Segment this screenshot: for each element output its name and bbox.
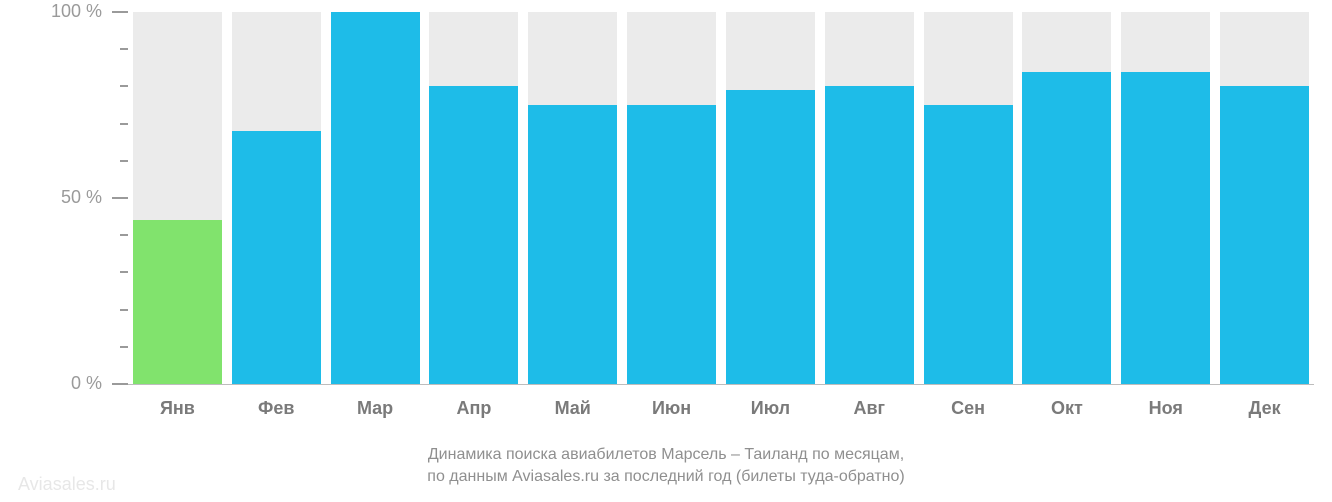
bar <box>429 86 518 384</box>
caption-line-2: по данным Aviasales.ru за последний год … <box>427 468 904 485</box>
x-axis-label: Дек <box>1220 398 1309 419</box>
y-minor-tick <box>120 234 128 236</box>
bar <box>726 90 815 384</box>
caption-line-1: Динамика поиска авиабилетов Марсель – Та… <box>428 446 904 463</box>
bar <box>1220 86 1309 384</box>
bar <box>528 105 617 384</box>
plot-area <box>128 4 1314 384</box>
monthly-search-bar-chart: 0 % 50 % 100 % Янв Фев Мар Апр Май Июн Июл Авг Сен… <box>0 0 1332 502</box>
y-minor-tick <box>120 346 128 348</box>
chart-caption: Динамика поиска авиабилетов Марсель – Та… <box>0 444 1332 487</box>
x-axis-label: Июл <box>726 398 815 419</box>
y-minor-tick <box>120 271 128 273</box>
bar <box>924 105 1013 384</box>
bar <box>627 105 716 384</box>
x-axis-label: Мар <box>331 398 420 419</box>
x-axis-label: Май <box>528 398 617 419</box>
y-major-tick <box>112 197 128 199</box>
x-axis-label: Окт <box>1022 398 1111 419</box>
y-minor-tick <box>120 160 128 162</box>
y-axis-label: 100 % <box>22 1 102 22</box>
x-axis-label: Янв <box>133 398 222 419</box>
x-axis-label: Июн <box>627 398 716 419</box>
x-axis-label: Авг <box>825 398 914 419</box>
x-axis-label: Апр <box>429 398 518 419</box>
y-minor-tick <box>120 48 128 50</box>
y-minor-tick <box>120 85 128 87</box>
y-major-tick <box>112 11 128 13</box>
y-axis-label: 50 % <box>22 187 102 208</box>
bar <box>825 86 914 384</box>
bar <box>133 220 222 384</box>
x-axis-label: Фев <box>232 398 321 419</box>
bar <box>232 131 321 384</box>
y-minor-tick <box>120 309 128 311</box>
bar <box>331 12 420 384</box>
y-minor-tick <box>120 123 128 125</box>
bar <box>1022 72 1111 384</box>
y-axis-label: 0 % <box>22 373 102 394</box>
bar <box>1121 72 1210 384</box>
y-major-tick <box>112 383 128 385</box>
x-axis-label: Ноя <box>1121 398 1210 419</box>
baseline <box>128 384 1314 385</box>
x-axis-label: Сен <box>924 398 1013 419</box>
